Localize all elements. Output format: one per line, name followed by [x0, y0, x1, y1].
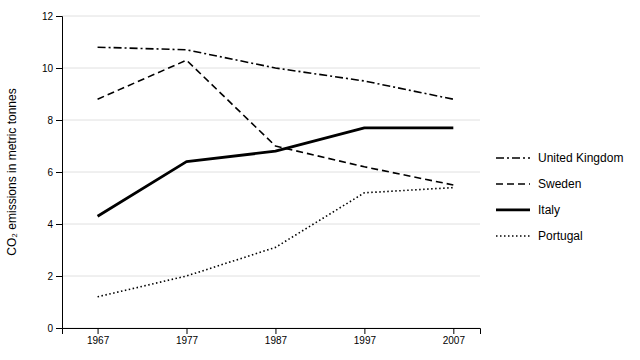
tick-label: 0	[47, 323, 53, 334]
legend-item: Portugal	[496, 229, 583, 243]
tick-label: 4	[47, 219, 53, 230]
tick: 6	[47, 167, 62, 178]
tick: 1977	[176, 328, 199, 346]
y-axis-title: CO₂ emissions in metric tonnes	[5, 88, 19, 255]
plot: 1967 1977 1987 1997 2007 0 2 4 6 8 10 12	[42, 11, 481, 346]
tick-label: 1977	[176, 335, 199, 346]
tick: 1997	[354, 328, 377, 346]
grid-line	[62, 276, 480, 277]
tick-label: 10	[42, 63, 54, 74]
tick-mark	[275, 328, 276, 334]
tick: 2	[47, 271, 62, 282]
series-line	[98, 60, 454, 185]
tick-mark	[56, 224, 62, 225]
legend-swatch	[496, 183, 530, 185]
tick-label: 1967	[87, 335, 110, 346]
grid-line	[62, 120, 480, 121]
legend-item: Sweden	[496, 177, 581, 191]
grid-line	[62, 16, 480, 17]
tick-mark	[56, 68, 62, 69]
legend-swatch	[496, 235, 530, 237]
legend-item: Italy	[496, 203, 560, 217]
tick: 12	[42, 11, 62, 22]
chart: 1967 1977 1987 1997 2007 0 2 4 6 8 10 12 CO₂ emissio…	[0, 0, 640, 360]
grid-line	[62, 224, 480, 225]
tick: 8	[47, 115, 62, 126]
series-line	[98, 188, 454, 297]
grid-line	[62, 172, 480, 173]
tick-label: 1987	[265, 335, 288, 346]
legend-swatch	[496, 209, 530, 212]
tick-label: 2007	[443, 335, 466, 346]
tick-label: 1997	[354, 335, 377, 346]
series-line	[98, 128, 454, 216]
tick-mark	[98, 328, 99, 334]
legend-label: Sweden	[538, 177, 581, 191]
tick-label: 8	[47, 115, 53, 126]
x-axis: 1967 1977 1987 1997 2007	[63, 328, 481, 346]
tick-mark	[187, 328, 188, 334]
legend-label: Portugal	[538, 229, 583, 243]
tick: 0	[47, 323, 62, 334]
legend-label: United Kingdom	[538, 151, 623, 165]
tick-mark	[453, 328, 454, 334]
tick: 1967	[87, 328, 110, 346]
series-line	[98, 47, 454, 99]
tick-mark	[56, 120, 62, 121]
tick: 1987	[265, 328, 288, 346]
tick: 10	[42, 63, 62, 74]
axis-line	[56, 17, 63, 329]
tick-mark	[56, 328, 62, 329]
y-axis: 0 2 4 6 8 10 12	[42, 11, 63, 334]
legend: United Kingdom Sweden Italy Portugal	[496, 151, 623, 243]
legend-item: United Kingdom	[496, 151, 623, 165]
tick: 2007	[443, 328, 466, 346]
grid	[62, 16, 480, 328]
legend-label: Italy	[538, 203, 560, 217]
grid-line	[62, 68, 480, 69]
tick-mark	[56, 16, 62, 17]
tick-label: 12	[42, 11, 54, 22]
tick: 4	[47, 219, 62, 230]
tick-mark	[364, 328, 365, 334]
tick-mark	[56, 172, 62, 173]
tick-label: 2	[47, 271, 53, 282]
lines	[98, 47, 454, 297]
tick-mark	[56, 276, 62, 277]
tick-label: 6	[47, 167, 53, 178]
legend-swatch	[496, 157, 530, 159]
axis-line	[63, 329, 481, 335]
